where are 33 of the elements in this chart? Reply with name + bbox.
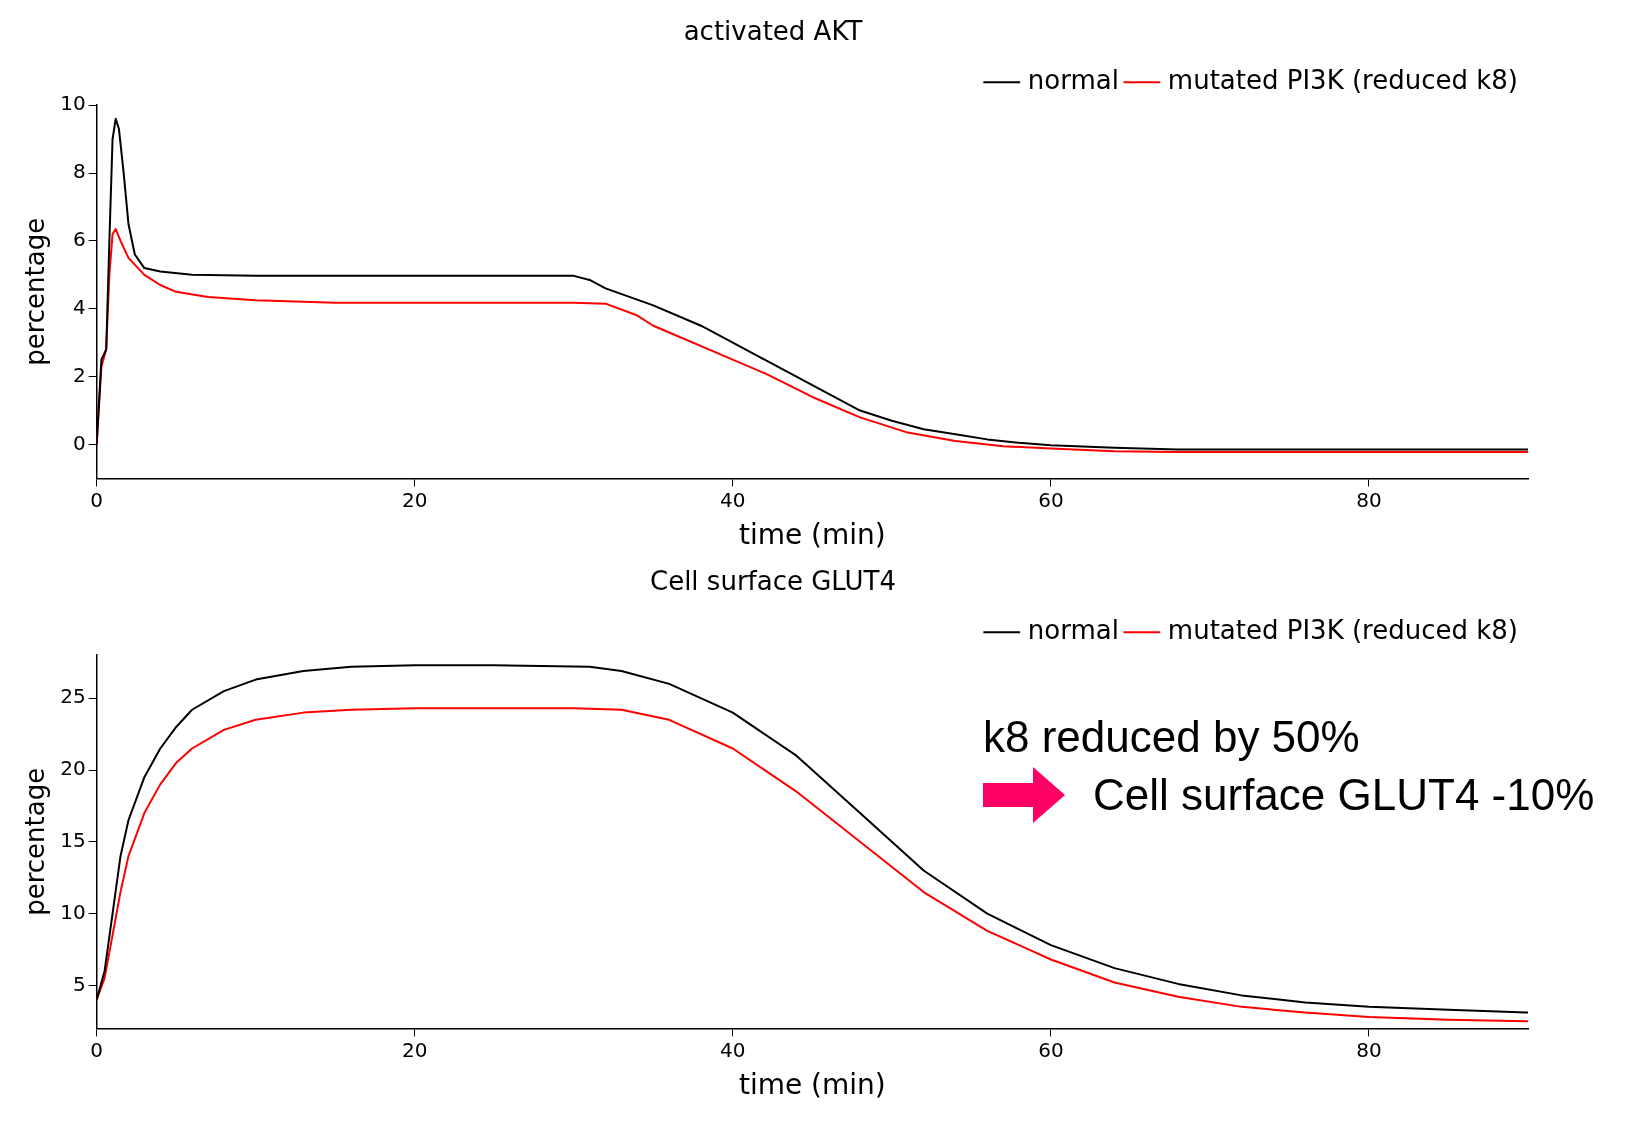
y-tick-label: 4	[72, 294, 86, 319]
x-tick-label: 0	[90, 487, 104, 512]
y-tick-label: 15	[60, 828, 86, 852]
y-axis-title: percentage	[20, 767, 51, 916]
y-tick-label: 8	[72, 159, 86, 184]
legend-label: normal	[1027, 614, 1119, 645]
y-tick-label: 5	[72, 971, 86, 996]
chart-title: activated AKT	[683, 16, 863, 47]
x-tick-label: 20	[402, 487, 428, 512]
legend-label: mutated PI3K (reduced k8)	[1167, 64, 1518, 95]
x-tick-label: 80	[1356, 487, 1382, 512]
x-tick-label: 40	[720, 487, 746, 512]
y-tick-label: 25	[60, 684, 86, 709]
x-axis-title: time (min)	[738, 518, 886, 552]
x-axis-title: time (min)	[738, 1068, 886, 1102]
y-tick-label: 2	[72, 362, 86, 387]
annotation: k8 reduced by 50%	[983, 711, 1361, 763]
x-tick-label: 40	[720, 1037, 746, 1062]
y-tick-label: 0	[72, 430, 86, 455]
x-tick-label: 60	[1038, 1037, 1064, 1062]
annotation: Cell surface GLUT4 -10%	[1093, 769, 1595, 821]
y-axis-title: percentage	[20, 217, 51, 366]
legend-label: normal	[1027, 64, 1119, 95]
y-tick-label: 6	[72, 227, 86, 252]
x-tick-label: 60	[1038, 487, 1064, 512]
x-tick-label: 20	[402, 1037, 428, 1062]
y-tick-label: 10	[60, 91, 86, 116]
chart-title: Cell surface GLUT4	[649, 566, 897, 597]
x-tick-label: 0	[90, 1037, 104, 1062]
y-tick-label: 20	[60, 756, 86, 781]
x-tick-label: 80	[1356, 1037, 1382, 1062]
y-tick-label: 10	[60, 899, 86, 924]
legend-label: mutated PI3K (reduced k8)	[1167, 614, 1518, 645]
